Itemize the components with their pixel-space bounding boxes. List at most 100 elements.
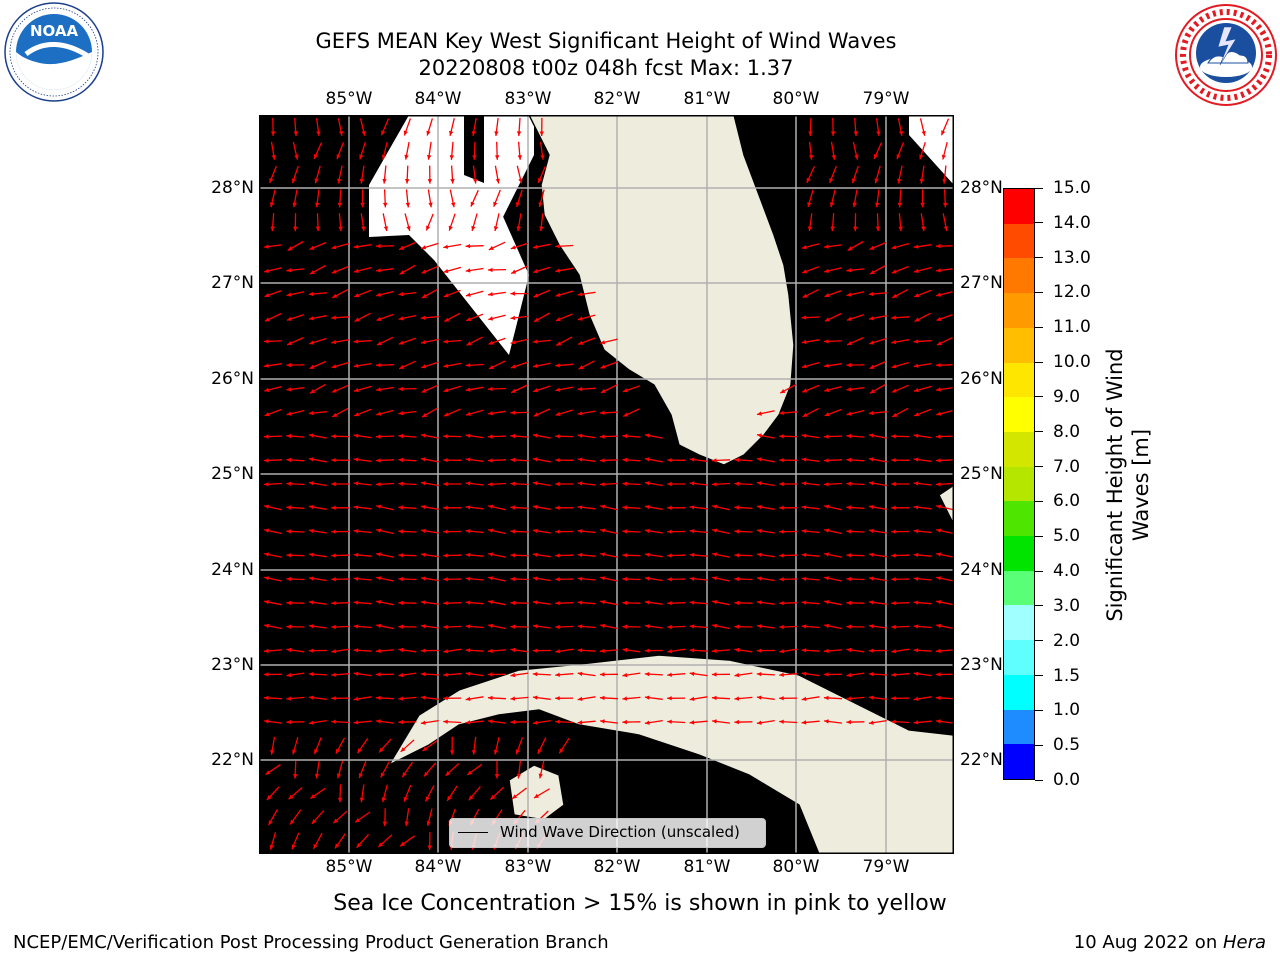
- wave-arrow-head: [510, 505, 515, 510]
- wave-arrow-head: [808, 131, 813, 136]
- wave-arrow-head: [870, 389, 875, 394]
- wave-arrow-head: [533, 244, 538, 249]
- lat-tick-left-24n: 24°N: [211, 560, 254, 580]
- wave-arrow-head: [398, 386, 403, 392]
- wave-arrow-head: [801, 364, 807, 369]
- wave-arrow-head: [510, 410, 515, 415]
- wave-arrow-head: [361, 130, 366, 136]
- wave-arrow-head: [891, 434, 896, 439]
- wave-arrow-head: [891, 458, 896, 463]
- wave-arrow-head: [468, 795, 474, 801]
- wave-arrow-head: [443, 529, 448, 534]
- wave-arrow-head: [936, 458, 941, 463]
- wave-arrow-head: [622, 553, 627, 558]
- wave-arrow-head: [381, 130, 386, 136]
- colorbar-label-line1: Significant Height of Wind: [1103, 348, 1127, 622]
- colorbar-tick-label: 12.0: [1053, 282, 1091, 303]
- wave-arrow-head: [293, 131, 298, 136]
- wave-arrow-head: [779, 434, 784, 439]
- wave-arrow-head: [357, 748, 362, 754]
- wave-arrow-head: [868, 504, 874, 510]
- wave-arrow-head: [445, 771, 451, 776]
- wave-arrow-head: [286, 457, 292, 463]
- wave-arrow-head: [333, 818, 339, 824]
- wave-arrow-head: [623, 412, 629, 417]
- wave-arrow-head: [846, 647, 852, 653]
- wave-arrow-head: [534, 793, 539, 798]
- wave-arrow-head: [533, 269, 539, 274]
- wave-arrow-head: [779, 553, 784, 558]
- wave-arrow-head: [913, 696, 919, 701]
- wave-arrow-head: [331, 624, 336, 630]
- wave-arrow-head: [353, 433, 359, 438]
- wave-arrow-head: [310, 389, 315, 394]
- wave-arrow-head: [270, 131, 276, 136]
- wave-arrow-head: [532, 457, 538, 462]
- wave-arrow-head: [488, 576, 493, 581]
- wave-arrow-head: [421, 433, 426, 438]
- wave-arrow-head: [356, 842, 362, 848]
- wave-arrow-head: [539, 226, 544, 232]
- wave-arrow-head: [779, 410, 784, 416]
- wave-arrow-head: [555, 434, 560, 439]
- wave-arrow-head: [376, 576, 381, 581]
- wave-arrow-head: [422, 413, 427, 418]
- wave-arrow-head: [577, 600, 583, 605]
- wave-arrow-head: [427, 179, 432, 184]
- wave-arrow-head: [532, 576, 538, 581]
- wave-arrow-head: [488, 552, 493, 557]
- wave-arrow-head: [353, 648, 359, 653]
- wave-arrow-head: [667, 601, 672, 606]
- wave-arrow-head: [270, 226, 275, 232]
- wave-arrow-head: [511, 388, 517, 393]
- wave-arrow-head: [315, 202, 320, 208]
- wave-arrow-head: [756, 528, 762, 533]
- wave-arrow-head: [891, 649, 897, 654]
- wave-arrow-head: [331, 672, 336, 677]
- wave-arrow-head: [311, 819, 317, 824]
- wave-arrow-head: [577, 648, 583, 653]
- wave-arrow-head: [488, 386, 493, 392]
- wave-arrow-head: [286, 411, 292, 416]
- wave-arrow-head: [779, 458, 784, 463]
- wave-arrow-head: [555, 387, 561, 392]
- wave-arrow-head: [314, 154, 318, 159]
- wave-arrow-head: [936, 672, 941, 677]
- wave-arrow-head: [420, 576, 426, 581]
- wave-arrow-head: [898, 226, 903, 232]
- wave-arrow-head: [465, 552, 471, 558]
- footer-machine: Hera: [1222, 932, 1266, 953]
- wave-arrow-head: [488, 365, 494, 369]
- wave-arrow-head: [331, 649, 337, 654]
- wave-arrow-head: [689, 696, 695, 701]
- wave-arrow-head: [914, 412, 920, 417]
- wave-arrow-head: [355, 818, 361, 823]
- wave-arrow-head: [555, 553, 560, 558]
- wave-arrow-head: [286, 387, 292, 392]
- wave-arrow-head: [756, 457, 762, 462]
- wave-arrow-head: [443, 434, 448, 439]
- wave-arrow-head: [264, 363, 269, 368]
- wave-arrow-head: [293, 774, 298, 779]
- wave-arrow-head: [779, 672, 784, 677]
- wave-arrow-head: [331, 315, 336, 320]
- wave-arrow-head: [555, 363, 560, 368]
- wave-arrow-head: [622, 624, 627, 629]
- wave-arrow-head: [309, 340, 315, 345]
- wave-arrow-head: [286, 696, 292, 701]
- wave-arrow-head: [331, 505, 336, 510]
- wave-arrow-head: [286, 576, 291, 582]
- wave-arrow-head: [420, 695, 426, 700]
- wave-arrow-head: [852, 202, 857, 208]
- wave-arrow-head: [644, 481, 650, 486]
- colorbar-tick-label: 14.0: [1053, 212, 1091, 233]
- wave-arrow-head: [936, 648, 941, 654]
- wave-arrow-head: [807, 226, 813, 232]
- wave-arrow-head: [360, 202, 365, 208]
- wave-arrow-head: [824, 695, 829, 701]
- wave-arrow-head: [353, 552, 359, 558]
- wave-arrow-head: [847, 341, 853, 345]
- wave-arrow-head: [331, 577, 336, 582]
- lon-tick-top-80w: 80°W: [772, 89, 820, 109]
- wave-arrow-head: [265, 770, 271, 775]
